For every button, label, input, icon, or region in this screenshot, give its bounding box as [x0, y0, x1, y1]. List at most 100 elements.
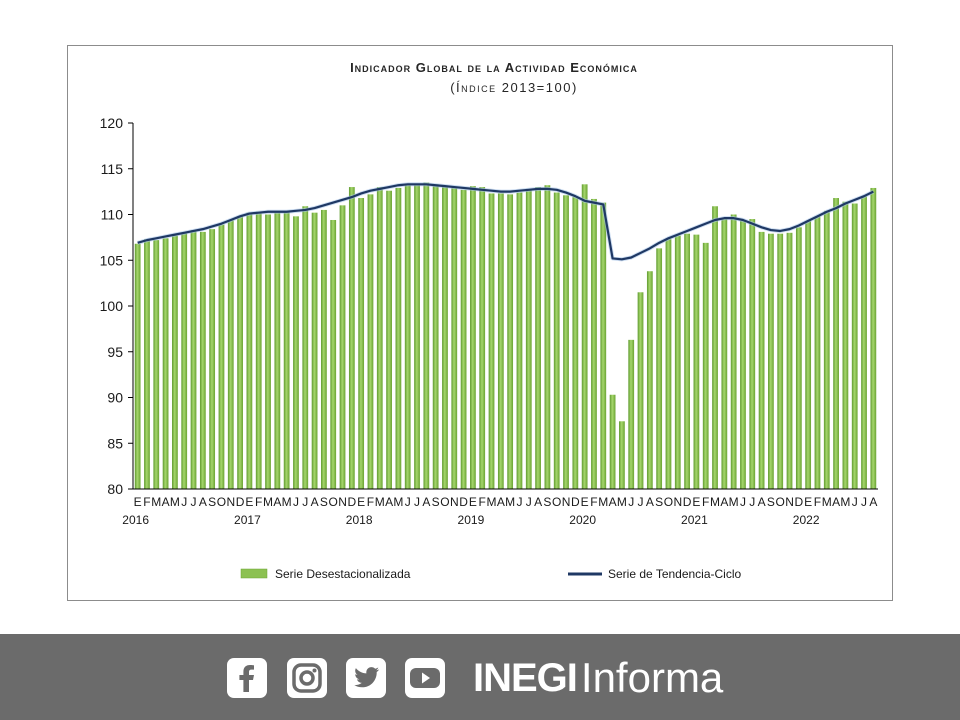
bar	[497, 193, 504, 489]
bar	[768, 233, 774, 489]
bar	[227, 219, 234, 490]
x-month-label: M	[487, 495, 497, 509]
bar	[153, 240, 160, 489]
bar	[321, 209, 327, 489]
instagram-icon[interactable]	[287, 658, 327, 698]
bar	[600, 202, 607, 490]
brand-informa: Informa	[580, 654, 724, 701]
bar	[833, 198, 839, 489]
bar	[237, 216, 243, 489]
x-month-label: F	[814, 495, 821, 509]
x-month-label: J	[861, 495, 867, 509]
legend-bar-label: Serie Desestacionalizada	[275, 567, 411, 581]
x-month-label: A	[199, 495, 207, 509]
bar	[535, 187, 541, 490]
bar	[684, 233, 690, 489]
x-month-label: O	[552, 495, 561, 509]
brand-inegi: INEGI	[473, 655, 578, 700]
bar	[563, 195, 569, 490]
x-month-label: D	[459, 495, 468, 509]
x-month-label: O	[664, 495, 673, 509]
x-month-label: F	[255, 495, 262, 509]
x-month-label: J	[628, 495, 634, 509]
bar	[749, 219, 756, 489]
bar	[786, 232, 793, 490]
x-year-label: 2021	[681, 513, 708, 527]
bar	[460, 189, 467, 490]
x-month-label: D	[795, 495, 804, 509]
x-month-label: F	[479, 495, 486, 509]
x-year-label: 2019	[458, 513, 485, 527]
twitter-icon[interactable]	[346, 658, 386, 698]
bar	[367, 194, 374, 489]
x-month-label: M	[505, 495, 515, 509]
bar	[172, 235, 178, 489]
bar	[423, 182, 430, 489]
x-month-label: M	[282, 495, 292, 509]
x-month-label: J	[414, 495, 420, 509]
bar	[814, 216, 821, 489]
x-month-label: J	[852, 495, 858, 509]
x-year-label: 2016	[122, 513, 149, 527]
x-month-label: F	[143, 495, 150, 509]
x-month-label: J	[740, 495, 746, 509]
x-month-label: M	[263, 495, 273, 509]
footer-bar: INEGI Informa	[0, 634, 960, 720]
bar	[721, 218, 728, 489]
x-month-label: E	[245, 495, 253, 509]
y-tick-label: 115	[101, 161, 124, 177]
x-year-label: 2020	[569, 513, 596, 527]
x-month-label: S	[543, 495, 551, 509]
facebook-icon[interactable]	[227, 658, 267, 698]
bar	[395, 187, 402, 489]
x-month-label: E	[357, 495, 365, 509]
x-month-label: E	[134, 495, 142, 509]
bar	[777, 233, 784, 489]
legend: Serie Desestacionalizada Serie de Tenden…	[240, 567, 742, 581]
bar	[348, 187, 355, 490]
y-axis: 80 85 90 95 100 105 110 115 120	[100, 115, 134, 497]
youtube-icon[interactable]	[405, 658, 445, 698]
legend-line-label: Serie de Tendencia-Ciclo	[608, 567, 742, 581]
x-month-label: F	[590, 495, 597, 509]
trend-line	[137, 183, 874, 261]
bar	[190, 230, 197, 489]
x-month-label: J	[749, 495, 755, 509]
x-month-label: M	[710, 495, 720, 509]
bar	[609, 394, 616, 489]
y-tick-label: 120	[100, 115, 124, 131]
x-month-label: M	[617, 495, 627, 509]
x-month-label: D	[683, 495, 692, 509]
bar	[581, 184, 588, 489]
bar	[414, 184, 420, 489]
x-month-label: A	[720, 495, 728, 509]
y-tick-label: 85	[107, 435, 123, 451]
bar	[293, 216, 299, 489]
x-month-label: J	[516, 495, 522, 509]
bar-series	[134, 182, 877, 490]
x-year-label: 2018	[346, 513, 373, 527]
bar	[144, 239, 150, 489]
x-month-label: A	[162, 495, 170, 509]
x-month-label: M	[170, 495, 180, 509]
x-month-label: S	[208, 495, 216, 509]
y-tick-label: 105	[100, 252, 124, 268]
x-month-label: S	[767, 495, 775, 509]
x-month-label: A	[385, 495, 393, 509]
y-tick-label: 100	[100, 298, 124, 314]
x-month-label: D	[236, 495, 245, 509]
legend-bar-swatch	[240, 568, 268, 579]
x-month-label: J	[191, 495, 197, 509]
x-month-label: A	[832, 495, 840, 509]
bar	[209, 229, 216, 489]
x-month-label: F	[702, 495, 709, 509]
bar	[218, 224, 225, 489]
bar	[591, 198, 597, 489]
x-month-label: J	[181, 495, 187, 509]
x-month-label: A	[497, 495, 505, 509]
x-month-label: N	[673, 495, 682, 509]
x-month-label: N	[226, 495, 235, 509]
bar	[376, 187, 383, 490]
bar	[525, 188, 532, 489]
